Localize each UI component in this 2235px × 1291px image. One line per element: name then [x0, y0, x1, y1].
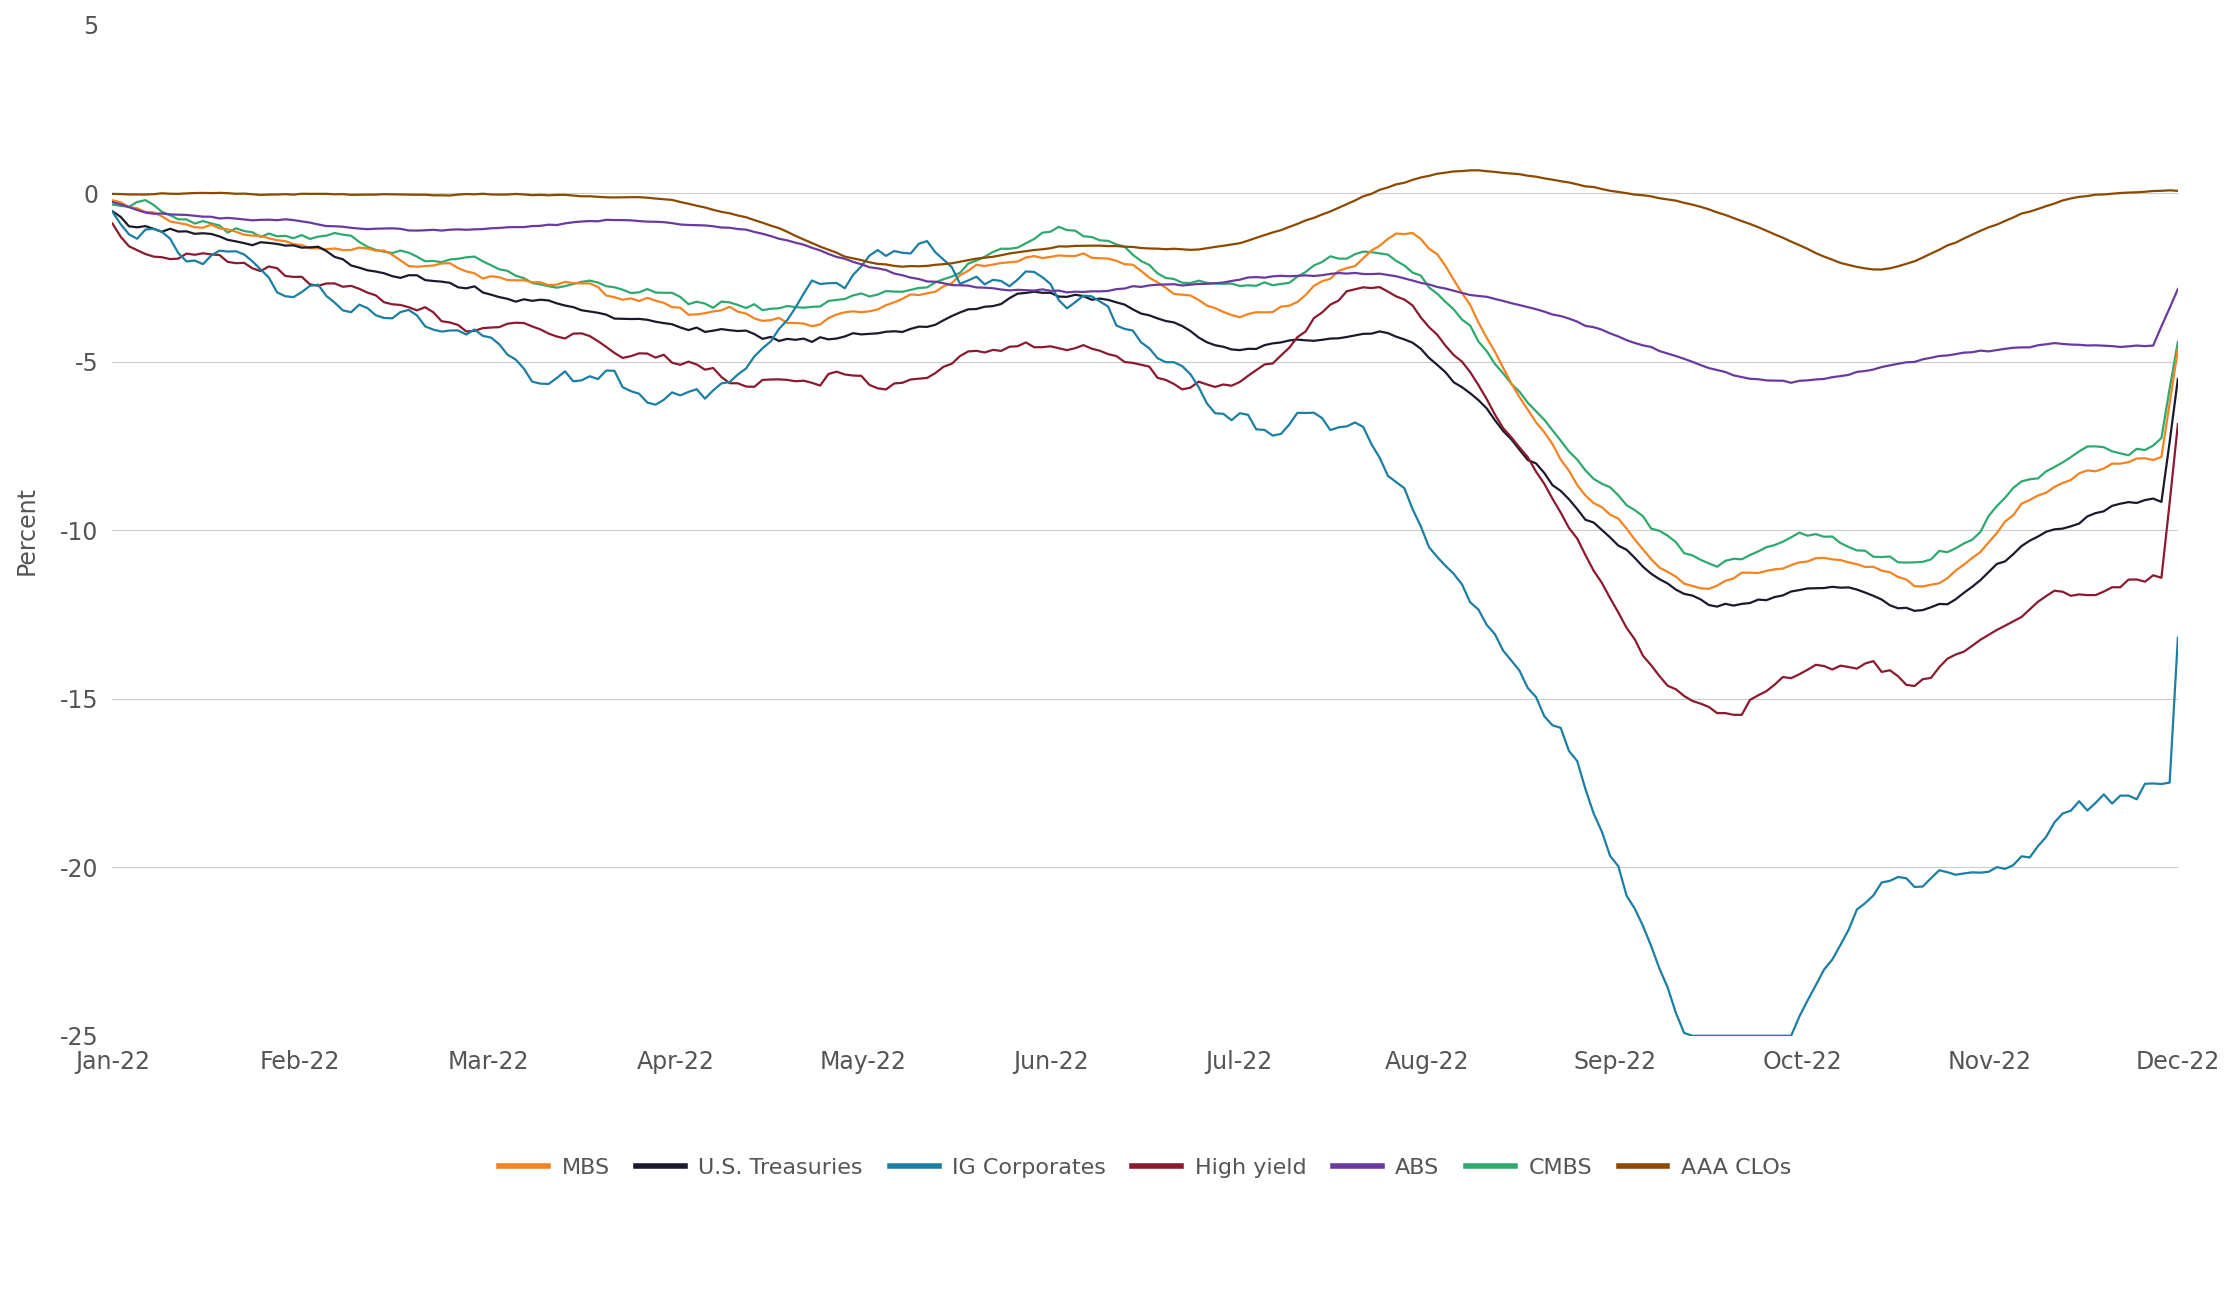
ABS	[1415, 276, 1442, 292]
MBS	[98, 192, 125, 208]
ABS	[715, 219, 742, 235]
High yield	[141, 249, 168, 265]
U.S. Treasuries	[715, 323, 742, 338]
AAA CLOs	[715, 205, 742, 221]
IG Corporates	[141, 221, 168, 236]
CMBS	[132, 192, 159, 208]
Y-axis label: Percent: Percent	[16, 485, 38, 574]
ABS	[1777, 374, 1804, 390]
AAA CLOs	[1415, 168, 1442, 183]
IG Corporates	[715, 374, 742, 390]
CMBS	[2132, 443, 2159, 458]
High yield	[715, 376, 742, 391]
IG Corporates	[2163, 630, 2190, 646]
CMBS	[1752, 540, 1779, 555]
MBS	[2123, 451, 2150, 466]
Line: CMBS: CMBS	[112, 200, 2177, 567]
MBS	[2163, 342, 2190, 358]
CMBS	[148, 204, 174, 219]
ABS	[1547, 309, 1573, 324]
AAA CLOs	[1868, 262, 1895, 278]
High yield	[1746, 688, 1772, 704]
ABS	[98, 195, 125, 210]
IG Corporates	[98, 204, 125, 219]
Legend: MBS, U.S. Treasuries, IG Corporates, High yield, ABS, CMBS, AAA CLOs: MBS, U.S. Treasuries, IG Corporates, Hig…	[489, 1148, 1799, 1188]
CMBS	[98, 196, 125, 212]
CMBS	[1703, 559, 1730, 574]
IG Corporates	[2123, 791, 2150, 807]
U.S. Treasuries	[2163, 371, 2190, 386]
U.S. Treasuries	[2123, 496, 2150, 511]
ABS	[1737, 371, 1763, 386]
AAA CLOs	[98, 186, 125, 201]
ABS	[2163, 281, 2190, 297]
High yield	[2123, 572, 2150, 587]
MBS	[1696, 581, 1723, 596]
IG Corporates	[1678, 1028, 1705, 1043]
Line: AAA CLOs: AAA CLOs	[112, 170, 2177, 270]
CMBS	[1424, 287, 1451, 302]
AAA CLOs	[141, 186, 168, 201]
MBS	[715, 300, 742, 315]
IG Corporates	[1547, 720, 1573, 736]
AAA CLOs	[1464, 163, 1491, 178]
U.S. Treasuries	[1547, 483, 1573, 498]
U.S. Treasuries	[1415, 350, 1442, 365]
ABS	[141, 207, 168, 222]
U.S. Treasuries	[141, 221, 168, 236]
CMBS	[1556, 444, 1582, 460]
High yield	[98, 216, 125, 231]
High yield	[1547, 505, 1573, 520]
MBS	[1547, 452, 1573, 467]
CMBS	[2163, 334, 2190, 350]
High yield	[1728, 707, 1754, 723]
MBS	[1746, 565, 1772, 581]
AAA CLOs	[1746, 219, 1772, 235]
CMBS	[724, 297, 751, 312]
Line: ABS: ABS	[112, 203, 2177, 382]
High yield	[2163, 417, 2190, 432]
AAA CLOs	[2163, 183, 2190, 199]
AAA CLOs	[1556, 174, 1582, 190]
Line: IG Corporates: IG Corporates	[112, 212, 2177, 1035]
ABS	[2123, 338, 2150, 354]
Line: High yield: High yield	[112, 223, 2177, 715]
MBS	[141, 205, 168, 221]
U.S. Treasuries	[1902, 603, 1929, 618]
U.S. Treasuries	[98, 204, 125, 219]
IG Corporates	[1746, 1028, 1772, 1043]
MBS	[1415, 241, 1442, 257]
AAA CLOs	[2132, 185, 2159, 200]
IG Corporates	[1415, 540, 1442, 555]
Line: MBS: MBS	[112, 200, 2177, 589]
U.S. Treasuries	[1737, 595, 1763, 611]
High yield	[1415, 319, 1442, 334]
Line: U.S. Treasuries: U.S. Treasuries	[112, 212, 2177, 611]
